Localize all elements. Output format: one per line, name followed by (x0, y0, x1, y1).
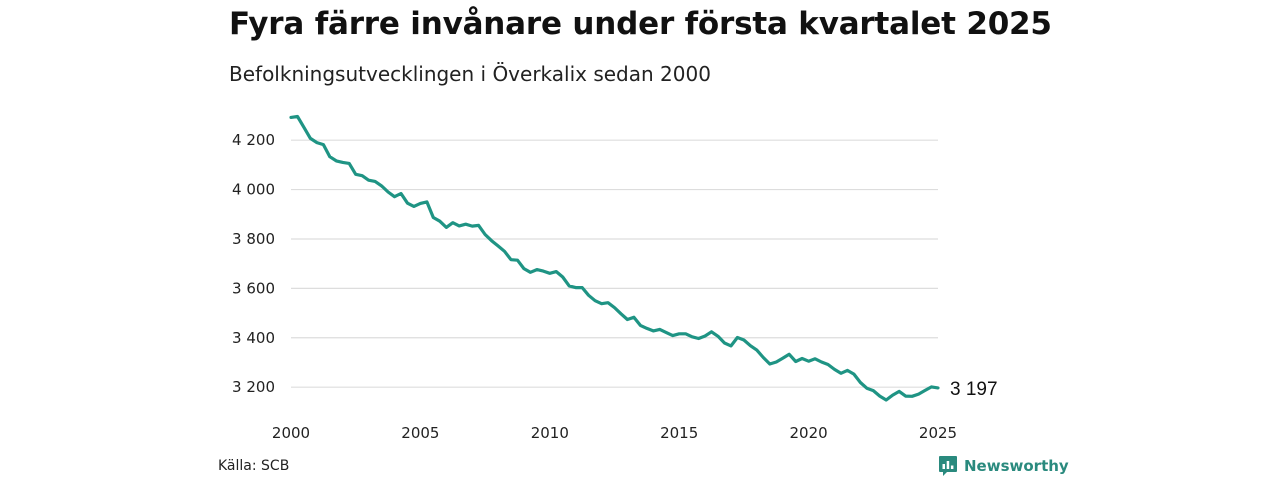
y-tick-label: 3 200 (232, 378, 275, 396)
y-axis: 3 200 3 400 3 600 3 800 4 000 4 200 (232, 131, 275, 396)
y-tick-label: 3 400 (232, 329, 275, 347)
x-tick-label: 2020 (790, 424, 828, 442)
chart-title: Fyra färre invånare under första kvartal… (229, 6, 1052, 42)
chart-subtitle: Befolkningsutvecklingen i Överkalix seda… (229, 62, 711, 86)
x-tick-label: 2000 (272, 424, 310, 442)
brand-name: Newsworthy (964, 457, 1069, 475)
population-series-line (289, 114, 940, 402)
grid-lines (291, 139, 938, 388)
plot-area (289, 114, 940, 402)
bar-chart-speech-icon (939, 456, 957, 476)
x-tick-label: 2010 (531, 424, 569, 442)
y-tick-label: 3 600 (232, 279, 275, 297)
y-tick-label: 4 200 (232, 131, 275, 149)
x-tick-label: 2015 (660, 424, 698, 442)
x-axis: 2000 2005 2010 2015 2020 2025 (272, 424, 957, 442)
y-tick-label: 4 000 (232, 181, 275, 199)
y-tick-label: 3 800 (232, 230, 275, 248)
x-tick-label: 2025 (919, 424, 957, 442)
x-tick-label: 2005 (401, 424, 439, 442)
source-note: Källa: SCB (218, 458, 290, 474)
brand-logo: Newsworthy (938, 455, 1069, 477)
end-value-label: 3 197 (950, 379, 998, 400)
